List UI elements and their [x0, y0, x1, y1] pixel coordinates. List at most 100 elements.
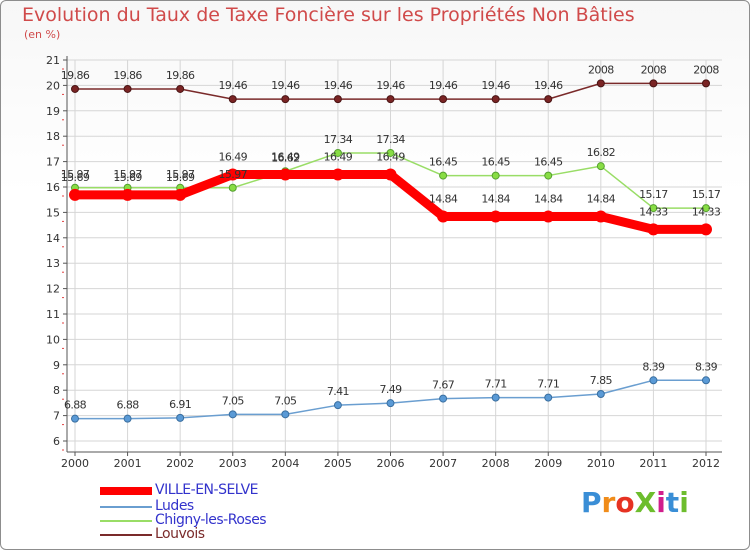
data-point — [542, 210, 555, 223]
data-label: 15.69 — [166, 171, 195, 184]
data-point — [491, 171, 500, 180]
data-label: 14.84 — [429, 192, 458, 205]
data-label: 14.84 — [534, 192, 563, 205]
logo-letter: t — [665, 486, 680, 519]
data-point — [702, 376, 710, 385]
y-tick-label: 8 — [53, 384, 60, 397]
data-point — [174, 188, 187, 201]
data-point — [226, 168, 239, 181]
y-tick-label: 21 — [46, 54, 60, 67]
data-label: 16.45 — [534, 156, 563, 169]
legend-swatch — [100, 487, 152, 495]
data-point — [594, 210, 607, 223]
data-point — [386, 95, 395, 104]
data-point — [71, 414, 79, 423]
y-tick-label: 9 — [53, 359, 60, 372]
chart-title: Evolution du Taux de Taxe Foncière sur l… — [22, 4, 635, 26]
data-label: 19.86 — [61, 69, 90, 82]
data-point — [176, 413, 185, 422]
x-tick-label: 2011 — [639, 457, 667, 470]
data-point — [489, 210, 502, 223]
data-label: 15.97 — [219, 168, 248, 181]
data-point — [649, 376, 658, 385]
y-tick-label: 11 — [46, 308, 60, 321]
data-label: 16.45 — [481, 156, 510, 169]
data-label: 15.97 — [166, 168, 195, 181]
y-tick-label: 19 — [46, 105, 60, 118]
data-label: 16.49 — [219, 151, 248, 164]
y-tick-label: 15 — [46, 206, 60, 219]
data-label: 16.49 — [376, 151, 405, 164]
data-label: 19.46 — [534, 79, 563, 92]
legend-label: VILLE-EN-SELVE — [155, 482, 259, 498]
data-label: 16.82 — [587, 146, 616, 159]
data-label: 19.46 — [481, 79, 510, 92]
chart-subtitle: (en %) — [24, 28, 61, 41]
data-point — [228, 183, 237, 192]
x-tick-label: 2010 — [587, 457, 615, 470]
data-point — [544, 95, 553, 104]
data-point — [544, 171, 553, 180]
data-label: 15.97 — [61, 168, 90, 181]
data-label: 7.49 — [379, 383, 402, 396]
x-tick-label: 2007 — [429, 457, 457, 470]
data-label: 6.88 — [64, 399, 87, 412]
y-tick-label: 13 — [46, 257, 60, 270]
data-label: 14.84 — [587, 192, 616, 205]
data-label: 19.46 — [376, 79, 405, 92]
data-label: 7.05 — [222, 394, 245, 407]
data-point — [491, 95, 500, 104]
y-tick-label: 14 — [46, 232, 60, 245]
data-label: 15.69 — [61, 171, 90, 184]
data-point — [700, 223, 712, 236]
data-point — [702, 79, 710, 88]
data-point — [333, 401, 342, 410]
data-point — [384, 168, 397, 181]
data-label: 16.49 — [271, 151, 300, 164]
logo-letter: o — [615, 486, 635, 519]
x-tick-label: 2005 — [324, 457, 352, 470]
legend-item-ville-en-selve: VILLE-EN-SELVE — [100, 482, 360, 498]
x-tick-label: 2001 — [114, 457, 142, 470]
data-label: 17.34 — [324, 133, 353, 146]
logo-letter: r — [601, 486, 616, 519]
legend-label: Louvois — [155, 526, 205, 542]
data-point — [228, 410, 237, 419]
x-tick-label: 2008 — [482, 457, 510, 470]
data-label: 17.34 — [376, 133, 405, 146]
y-tick-label: 18 — [46, 130, 60, 143]
data-label: 7.71 — [537, 378, 559, 391]
data-point — [649, 79, 658, 88]
legend-swatch — [100, 506, 152, 508]
data-point — [123, 414, 132, 423]
y-tick-label: 10 — [46, 333, 60, 346]
data-point — [71, 84, 79, 93]
logo-letter: i — [656, 486, 666, 519]
x-tick-label: 2003 — [219, 457, 247, 470]
data-point — [596, 390, 605, 399]
data-label: 19.46 — [219, 79, 248, 92]
data-point — [491, 393, 500, 402]
logo-letter: P — [581, 486, 602, 519]
data-point — [596, 79, 605, 88]
data-label: 7.71 — [485, 378, 507, 391]
x-tick-label: 2002 — [166, 457, 194, 470]
data-label: 16.49 — [324, 151, 353, 164]
data-label: 6.91 — [169, 398, 191, 411]
data-point — [647, 223, 660, 236]
data-point — [439, 394, 448, 403]
data-label: 7.85 — [590, 374, 613, 387]
data-label: 8.39 — [642, 360, 665, 373]
data-label: 2008 — [693, 63, 719, 76]
data-point — [544, 393, 553, 402]
data-label: 16.45 — [429, 156, 458, 169]
data-label: 19.86 — [166, 69, 195, 82]
data-label: 16.62 — [271, 151, 300, 164]
data-point — [437, 210, 450, 223]
data-point — [702, 204, 710, 213]
data-label: 19.86 — [113, 69, 142, 82]
data-label: 19.46 — [271, 79, 300, 92]
data-label: 19.46 — [324, 79, 353, 92]
data-point — [228, 95, 237, 104]
